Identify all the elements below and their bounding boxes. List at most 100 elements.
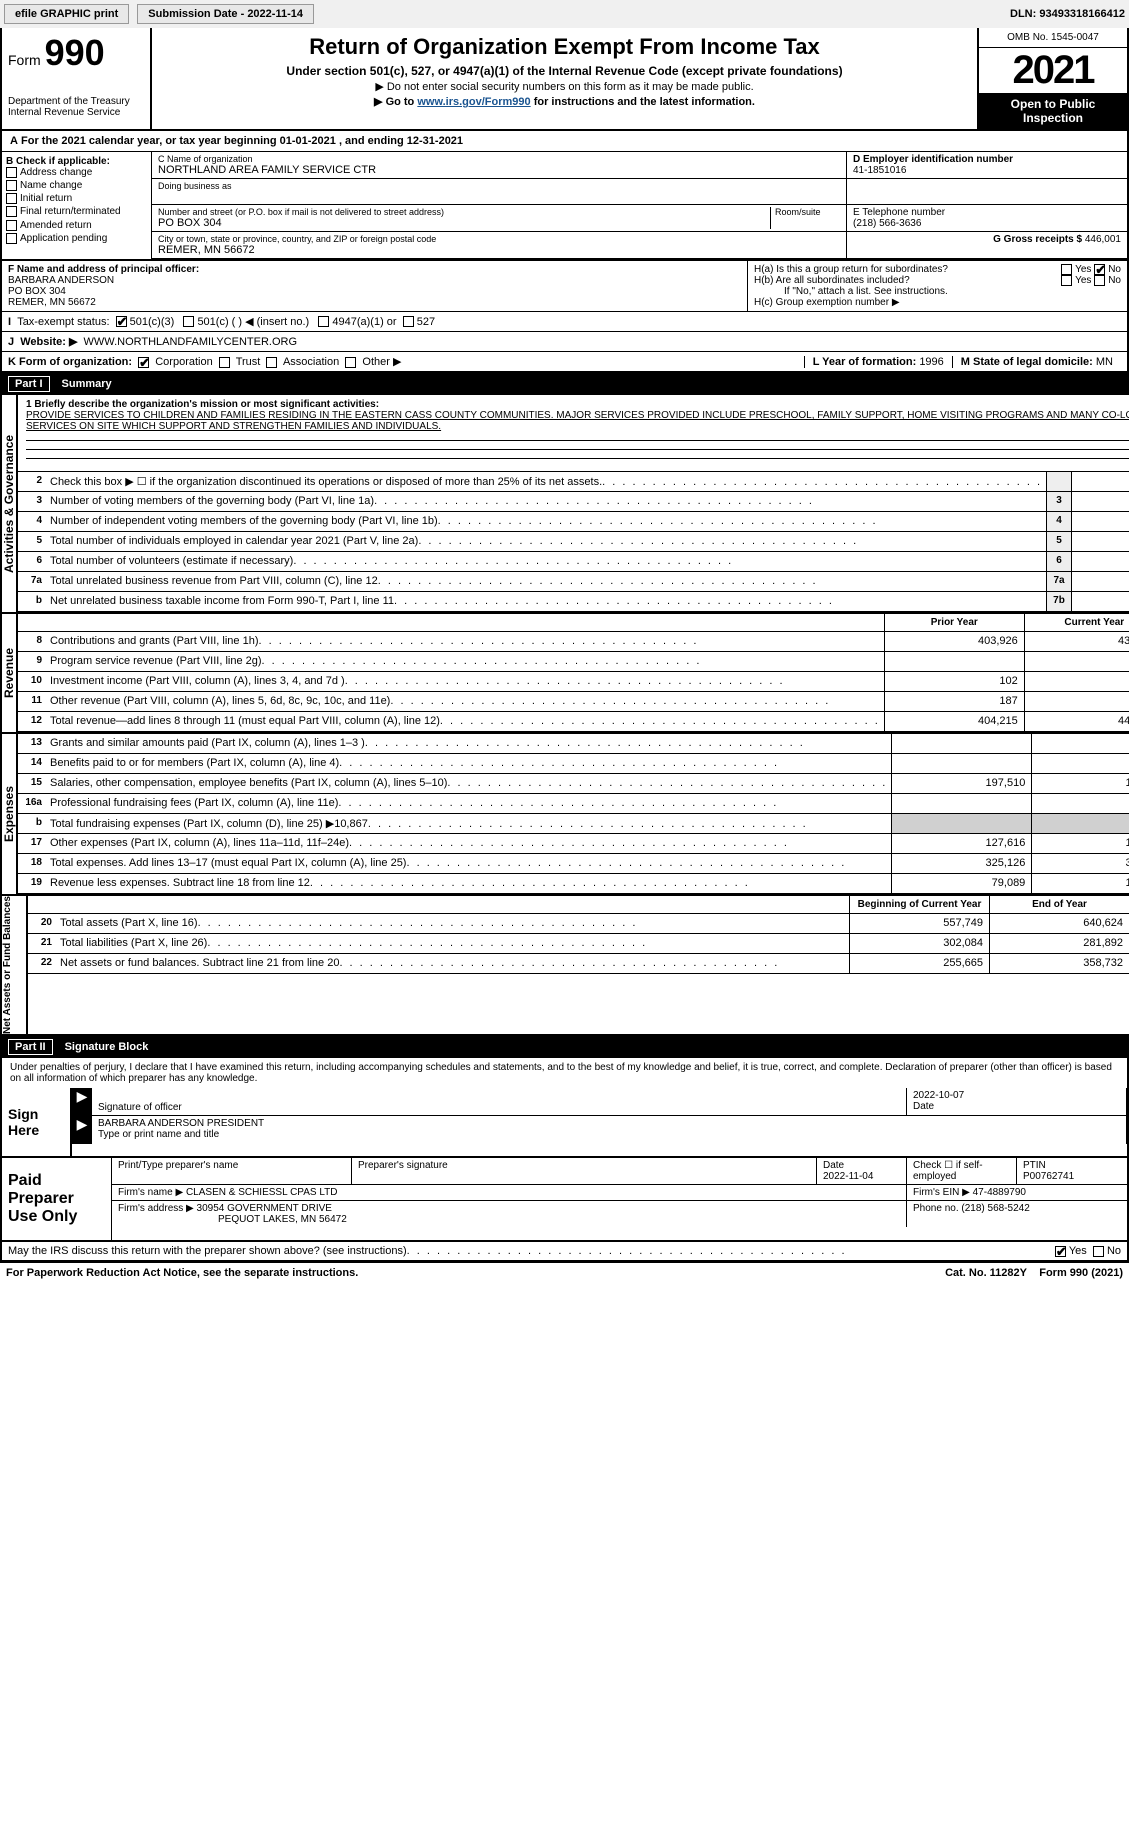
tax-year: 2021: [979, 48, 1127, 93]
checkbox-other[interactable]: [345, 357, 356, 368]
checkbox-ha-no[interactable]: [1094, 264, 1105, 275]
net-assets-block: Net Assets or Fund Balances Beginning of…: [0, 896, 1129, 1036]
table-row: 4Number of independent voting members of…: [18, 512, 1129, 532]
table-row: 5Total number of individuals employed in…: [18, 532, 1129, 552]
checkbox-amended[interactable]: [6, 220, 17, 231]
table-row: 6Total number of volunteers (estimate if…: [18, 552, 1129, 572]
irs-link[interactable]: www.irs.gov/Form990: [417, 96, 530, 108]
firm-ein: 47-4889790: [973, 1187, 1026, 1198]
form-number-box: Form 990 Department of the Treasury Inte…: [2, 28, 152, 129]
checkbox-501c[interactable]: [183, 316, 194, 327]
penalty-statement: Under penalties of perjury, I declare th…: [0, 1058, 1129, 1088]
signature-officer-label: Signature of officer: [92, 1088, 907, 1115]
sign-block: Sign Here ▶ Signature of officer 2022-10…: [0, 1088, 1129, 1158]
checkbox-527[interactable]: [403, 316, 414, 327]
org-name: NORTHLAND AREA FAMILY SERVICE CTR: [158, 164, 840, 176]
form-note-link: ▶ Go to www.irs.gov/Form990 for instruct…: [162, 95, 967, 108]
sign-here-label: Sign Here: [2, 1088, 72, 1156]
gross-receipts: 446,001: [1085, 234, 1121, 245]
year-formation: 1996: [919, 356, 943, 368]
checkbox-501c3[interactable]: [116, 316, 127, 327]
tax-exempt-status: I Tax-exempt status: 501(c)(3) 501(c) ( …: [0, 312, 1129, 332]
footer: For Paperwork Reduction Act Notice, see …: [0, 1262, 1129, 1283]
table-row: 21Total liabilities (Part X, line 26)302…: [28, 934, 1129, 954]
table-row: 15Salaries, other compensation, employee…: [18, 774, 1129, 794]
city-state-zip: REMER, MN 56672: [158, 244, 840, 256]
checkbox-discuss-no[interactable]: [1093, 1246, 1104, 1257]
expenses-block: Expenses 13Grants and similar amounts pa…: [0, 734, 1129, 896]
may-discuss-row: May the IRS discuss this return with the…: [0, 1242, 1129, 1262]
website: WWW.NORTHLANDFAMILYCENTER.ORG: [84, 336, 298, 348]
ein: 41-1851016: [853, 165, 906, 176]
checkbox-final-return[interactable]: [6, 206, 17, 217]
sign-date: 2022-10-07: [913, 1090, 964, 1101]
checkbox-discuss-yes[interactable]: [1055, 1246, 1066, 1257]
form-title: Return of Organization Exempt From Incom…: [162, 34, 967, 60]
checkbox-name-change[interactable]: [6, 180, 17, 191]
side-label-governance: Activities & Governance: [0, 395, 18, 612]
open-to-public: Open to Public Inspection: [979, 93, 1127, 129]
form-number: 990: [45, 32, 105, 73]
checkbox-4947[interactable]: [318, 316, 329, 327]
table-row: bTotal fundraising expenses (Part IX, co…: [18, 814, 1129, 834]
table-row: 17Other expenses (Part IX, column (A), l…: [18, 834, 1129, 854]
state-domicile: MN: [1096, 356, 1113, 368]
checkbox-initial-return[interactable]: [6, 193, 17, 204]
firm-name: CLASEN & SCHIESSL CPAS LTD: [186, 1187, 338, 1198]
efile-button[interactable]: efile GRAPHIC print: [4, 4, 129, 24]
table-row: 11Other revenue (Part VIII, column (A), …: [18, 692, 1129, 712]
table-row: 10Investment income (Part VIII, column (…: [18, 672, 1129, 692]
street-address: PO BOX 304: [158, 217, 770, 229]
table-row: 2Check this box ▶ ☐ if the organization …: [18, 472, 1129, 492]
checkbox-ha-yes[interactable]: [1061, 264, 1072, 275]
table-row: 13Grants and similar amounts paid (Part …: [18, 734, 1129, 754]
table-row: 14Benefits paid to or for members (Part …: [18, 754, 1129, 774]
checkbox-application-pending[interactable]: [6, 233, 17, 244]
table-row: 22Net assets or fund balances. Subtract …: [28, 954, 1129, 974]
dept-treasury: Department of the Treasury Internal Reve…: [8, 96, 144, 118]
table-row: 3Number of voting members of the governi…: [18, 492, 1129, 512]
checkbox-hb-yes[interactable]: [1061, 275, 1072, 286]
form-note-ssn: ▶ Do not enter social security numbers o…: [162, 80, 967, 93]
table-row: 12Total revenue—add lines 8 through 11 (…: [18, 712, 1129, 732]
website-row: J Website: ▶ WWW.NORTHLANDFAMILYCENTER.O…: [0, 332, 1129, 352]
entity-details: C Name of organization NORTHLAND AREA FA…: [152, 152, 1127, 259]
form-year-box: OMB No. 1545-0047 2021 Open to Public In…: [977, 28, 1127, 129]
paid-preparer-label: Paid Preparer Use Only: [2, 1158, 112, 1240]
table-row: 7aTotal unrelated business revenue from …: [18, 572, 1129, 592]
part-2-header: Part II Signature Block: [0, 1036, 1129, 1058]
table-row: 9Program service revenue (Part VIII, lin…: [18, 652, 1129, 672]
mission-statement: 1 Briefly describe the organization's mi…: [18, 395, 1129, 472]
omb-number: OMB No. 1545-0047: [979, 28, 1127, 48]
form-label: Form: [8, 52, 41, 68]
signer-name: BARBARA ANDERSON PRESIDENT: [98, 1118, 264, 1129]
checkbox-hb-no[interactable]: [1094, 275, 1105, 286]
checkbox-corporation[interactable]: [138, 357, 149, 368]
telephone: (218) 566-3636: [853, 218, 921, 229]
side-label-expenses: Expenses: [0, 734, 18, 894]
form-subtitle: Under section 501(c), 527, or 4947(a)(1)…: [162, 64, 967, 78]
table-row: 18Total expenses. Add lines 13–17 (must …: [18, 854, 1129, 874]
form-of-org-row: K Form of organization: Corporation Trus…: [0, 352, 1129, 373]
side-label-revenue: Revenue: [0, 614, 18, 732]
principal-officer: F Name and address of principal officer:…: [2, 261, 747, 311]
checkbox-address-change[interactable]: [6, 167, 17, 178]
firm-address: 30954 GOVERNMENT DRIVE: [197, 1203, 332, 1214]
form-title-box: Return of Organization Exempt From Incom…: [152, 28, 977, 129]
submission-date-button[interactable]: Submission Date - 2022-11-14: [137, 4, 314, 24]
prep-date: 2022-11-04: [823, 1171, 873, 1182]
arrow-icon: ▶: [72, 1116, 92, 1144]
table-row: bNet unrelated business taxable income f…: [18, 592, 1129, 612]
preparer-block: Paid Preparer Use Only Print/Type prepar…: [0, 1158, 1129, 1242]
table-row: 20Total assets (Part X, line 16)557,7496…: [28, 914, 1129, 934]
ptin: P00762741: [1023, 1171, 1074, 1182]
checkbox-trust[interactable]: [219, 357, 230, 368]
check-applicable: B Check if applicable: Address change Na…: [2, 152, 152, 259]
activities-governance: Activities & Governance 1 Briefly descri…: [0, 395, 1129, 614]
part-1-header: Part I Summary: [0, 373, 1129, 395]
top-bar: efile GRAPHIC print Submission Date - 20…: [0, 0, 1129, 28]
revenue-block: Revenue Prior YearCurrent Year 8Contribu…: [0, 614, 1129, 734]
checkbox-association[interactable]: [266, 357, 277, 368]
side-label-netassets: Net Assets or Fund Balances: [0, 896, 28, 1034]
arrow-icon: ▶: [72, 1088, 92, 1115]
